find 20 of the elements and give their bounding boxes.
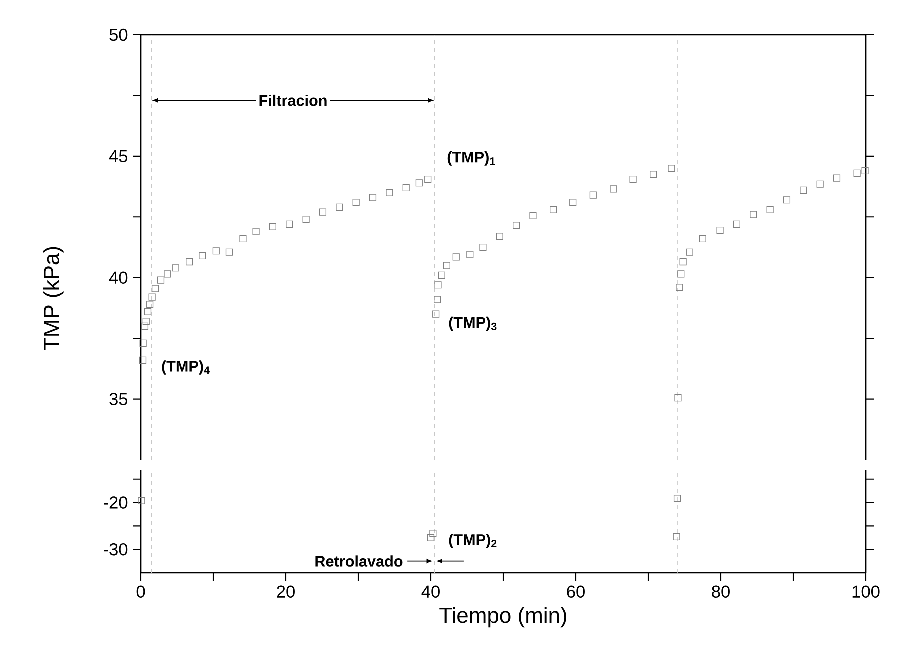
annotation: (TMP)$_{1}$: [448, 152, 496, 166]
x-tick-label: 20: [277, 586, 295, 598]
y-tick-label: 35: [110, 393, 128, 406]
y-tick-label: 50: [110, 28, 128, 42]
annotation: (TMP)$_{4}$: [162, 360, 210, 375]
annotation: Filtracion: [260, 94, 327, 106]
annotation: (TMP)$_{2}$: [449, 534, 497, 548]
y-tick-label: -30: [104, 543, 128, 556]
y-axis-title: TMP (kPa): [43, 247, 64, 351]
x-tick-label: 100: [852, 586, 880, 598]
annotation: (TMP)$_{3}$: [449, 316, 497, 332]
x-tick-label: 40: [422, 586, 440, 598]
annotation: Retrolavado: [316, 556, 403, 567]
x-tick-label: 80: [712, 586, 730, 598]
x-axis-title: Tiempo (min): [440, 607, 566, 628]
x-tick-label: 60: [567, 586, 585, 598]
y-tick-label: 40: [109, 272, 128, 284]
y-tick-label: -20: [104, 496, 128, 509]
x-tick-label: 0: [136, 586, 146, 598]
y-tick-label: 45: [109, 150, 128, 162]
